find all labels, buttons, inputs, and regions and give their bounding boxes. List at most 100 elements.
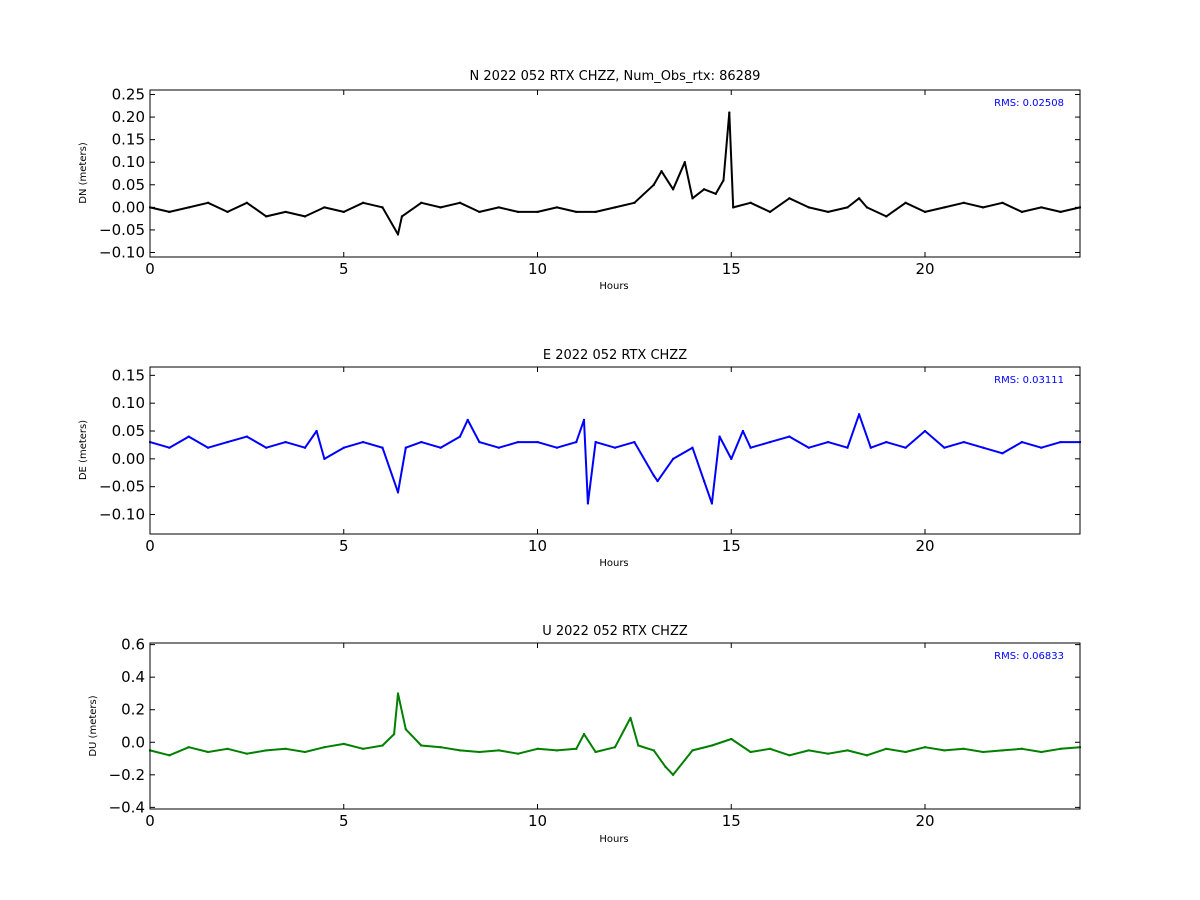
panel-u-data-point: [788, 754, 791, 757]
panel-u-xtick-label: 5: [339, 812, 349, 830]
panel-n-data-point: [381, 206, 384, 209]
panel-u-ytick-label: −0.2: [109, 766, 145, 784]
panel-u-data-point: [629, 716, 632, 719]
panel-e-data-point: [788, 435, 791, 438]
panel-u-frame: [149, 642, 1081, 810]
panel-e-ytick-label: 0.05: [112, 422, 145, 440]
panel-u-data-point: [393, 733, 396, 736]
panel-e-data-point: [439, 446, 442, 449]
panel-e-data-point: [858, 413, 861, 416]
panel-u-data-point: [323, 746, 326, 749]
panel-u-data-point: [536, 747, 539, 750]
panel-u-data-point: [284, 747, 287, 750]
panel-n-ytick-label: −0.05: [99, 221, 145, 239]
panel-u-data-point: [664, 765, 667, 768]
panel-n-data-point: [497, 206, 500, 209]
panel-e-data-point: [226, 441, 229, 444]
panel-n-data-point: [362, 201, 365, 204]
panel-n-ytick-label: −0.10: [99, 243, 145, 261]
panel-e-data-point: [381, 446, 384, 449]
panel-e-data-point: [478, 441, 481, 444]
panel-e-xtick-label: 0: [145, 537, 155, 555]
panel-u-data-point: [846, 749, 849, 752]
panel-u-ytick-label: 0.2: [121, 701, 145, 719]
panel-n-data-point: [207, 201, 210, 204]
panel-u-data-point: [420, 744, 423, 747]
panel-e-data-point: [517, 441, 520, 444]
panel-u-data-point: [245, 752, 248, 755]
panel-n-data-point: [846, 206, 849, 209]
panel-e-data-point: [924, 430, 926, 432]
panel-u-data-point: [439, 746, 442, 749]
panel-u-data-point: [672, 773, 675, 776]
panel-e-data-point: [168, 446, 171, 449]
panel-e-data-point: [846, 446, 849, 449]
panel-n-data-point: [323, 206, 326, 209]
panel-e-data-point: [703, 480, 706, 483]
panel-e-data-point: [614, 446, 616, 449]
panel-u-data-point: [710, 744, 713, 747]
panel-n-data-point: [728, 111, 731, 114]
panel-n-data-point: [1059, 210, 1062, 213]
panel-n-data-point: [633, 201, 636, 204]
panel-n-ytick-label: 0.10: [112, 153, 145, 171]
panel-e-data-point: [575, 441, 578, 444]
panel-e-data-point: [420, 441, 423, 444]
panel-e-ytick-label: 0.10: [112, 394, 145, 412]
panel-u-data-point: [691, 749, 694, 752]
panel-u-data-point: [555, 749, 558, 752]
panel-u-xtick-label: 20: [915, 812, 934, 830]
panel-n-data-point: [858, 197, 861, 200]
panel-u-data-point: [962, 747, 965, 750]
panel-u-data-point: [807, 749, 810, 752]
panel-e-ytick-label: 0.00: [112, 450, 145, 468]
panel-u-data-point: [730, 738, 733, 740]
panel-n-data-point: [924, 210, 926, 213]
panel-n-data-point: [714, 192, 717, 195]
panel-e-frame: [149, 366, 1081, 535]
panel-n-data-point: [652, 183, 655, 186]
panel-e-data-point: [943, 446, 946, 449]
panel-u-xtick-label: 15: [722, 812, 741, 830]
panel-u-title: U 2022 052 RTX CHZZ: [542, 624, 688, 639]
panel-n-ytick-label: 0.05: [112, 176, 145, 194]
panel-n-data-point: [827, 210, 830, 213]
panel-e-data-point: [586, 502, 589, 505]
panel-u-data-point: [1001, 749, 1004, 752]
panel-u: U 2022 052 RTX CHZZ DU (meters) Hours RM…: [88, 624, 1081, 845]
panel-e-ytick-label: 0.15: [112, 366, 145, 384]
panel-e-data-point: [827, 441, 830, 444]
panel-u-data-point: [769, 747, 771, 750]
panel-n-xtick-label: 0: [145, 260, 155, 278]
panel-n-xtick-label: 10: [528, 260, 547, 278]
panel-n-data-point: [459, 201, 461, 204]
panel-u-data-point: [885, 747, 888, 750]
panel-u-data-point: [1040, 751, 1043, 753]
panel-e-ytick-label: −0.05: [99, 478, 145, 496]
panel-n-ytick-label: 0.25: [112, 86, 145, 104]
panel-u-data-point: [827, 752, 830, 755]
panel-u-ticks: 0 5 10 15 20 −0.4 −0.2 0.0 0.2 0.4 0.6: [109, 636, 1080, 830]
panel-u-rms: RMS: 0.06833: [994, 651, 1064, 662]
panel-e-data-point: [466, 418, 469, 421]
panel-u-xtick-label: 10: [528, 812, 547, 830]
panel-u-ytick-label: 0.0: [121, 733, 145, 751]
panel-e-data-point: [749, 446, 752, 449]
panel-u-ytick-label: 0.4: [121, 668, 145, 686]
panel-n-xtick-label: 5: [339, 260, 349, 278]
panel-n-data-point: [962, 201, 965, 204]
panel-n-data-point: [703, 188, 706, 191]
panel-u-series-line: [149, 692, 1081, 776]
panel-e-data-point: [497, 446, 500, 449]
panel-e-data-point: [362, 441, 365, 444]
panel-n-data-point: [575, 210, 578, 213]
panel-e-xtick-label: 10: [528, 537, 547, 555]
panel-u-ytick-label: 0.6: [121, 636, 145, 654]
panel-e-data-point: [807, 446, 810, 449]
panel-n-data-point: [304, 215, 306, 218]
panel-n-data: [149, 111, 1081, 236]
panel-e-data-point: [583, 418, 585, 421]
panel-u-data-point: [575, 747, 578, 750]
panel-e-data-point: [555, 446, 558, 449]
